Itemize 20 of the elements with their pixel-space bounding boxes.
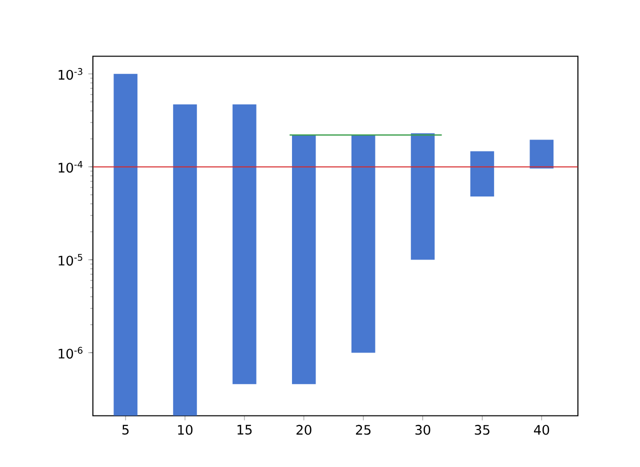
x-tick-label: 15 — [238, 425, 252, 435]
bar — [410, 133, 435, 260]
bar — [114, 74, 138, 416]
bar — [173, 104, 197, 416]
x-tick-label: 40 — [534, 425, 550, 435]
x-tick-label: 20 — [296, 425, 312, 435]
y-tick-label: 10$^{-3}$ — [58, 68, 82, 80]
x-tick-label: 25 — [356, 425, 370, 435]
x-tick-label: 35 — [474, 425, 490, 435]
bar — [232, 104, 256, 384]
x-tick-label: 30 — [415, 425, 430, 435]
x-tick-label: 10 — [178, 425, 192, 435]
bar — [351, 135, 376, 353]
y-tick-label: 10$^{-4}$ — [58, 161, 83, 173]
bar — [530, 140, 554, 169]
x-tick-label: 5 — [122, 425, 129, 435]
bar — [292, 135, 316, 384]
y-tick-label: 10$^{-5}$ — [58, 254, 82, 266]
bar — [470, 151, 494, 197]
y-tick-label: 10$^{-6}$ — [58, 347, 82, 359]
